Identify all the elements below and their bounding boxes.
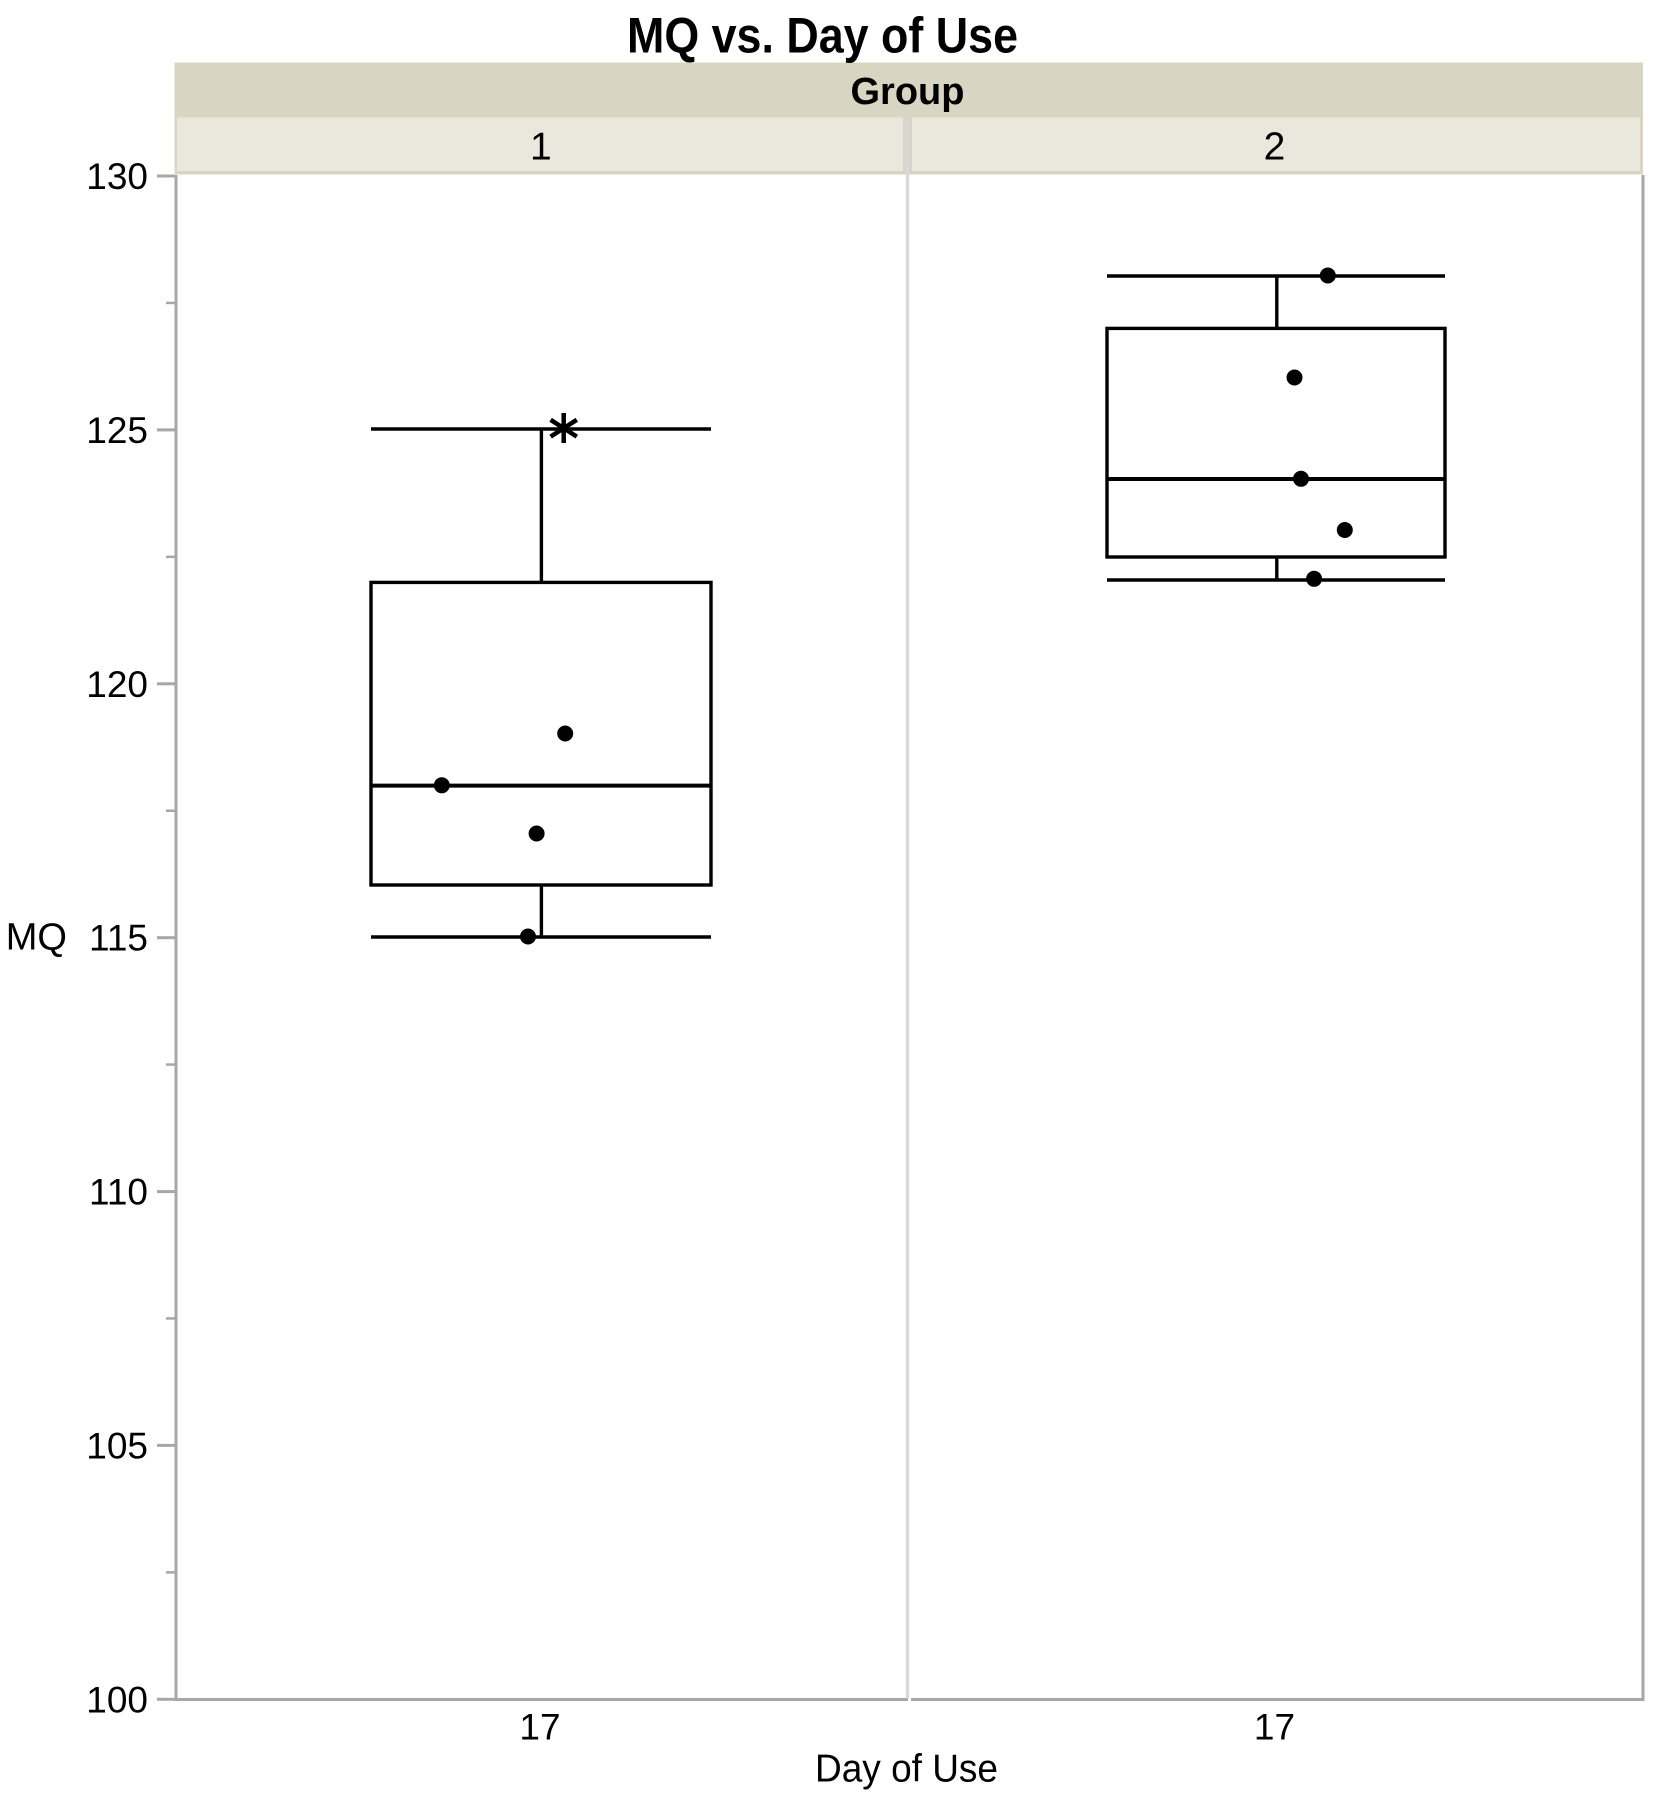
svg-text:MQ vs. Day of Use: MQ vs. Day of Use — [627, 8, 1018, 64]
svg-text:125: 125 — [86, 410, 148, 451]
svg-text:17: 17 — [519, 1706, 560, 1747]
svg-text:2: 2 — [1264, 126, 1286, 169]
svg-text:110: 110 — [89, 1172, 148, 1213]
svg-text:MQ: MQ — [6, 917, 67, 959]
svg-text:Day of Use: Day of Use — [815, 1748, 998, 1791]
svg-text:100: 100 — [86, 1679, 148, 1720]
svg-text:115: 115 — [89, 918, 148, 959]
svg-text:130: 130 — [86, 156, 148, 197]
svg-text:105: 105 — [86, 1425, 148, 1466]
svg-text:1: 1 — [530, 126, 552, 169]
svg-text:120: 120 — [86, 664, 148, 705]
svg-text:Group: Group — [851, 71, 965, 113]
svg-text:17: 17 — [1254, 1706, 1295, 1747]
